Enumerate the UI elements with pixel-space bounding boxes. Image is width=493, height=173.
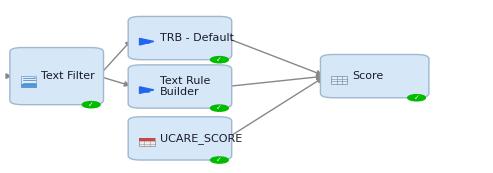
Text: Text Rule
Builder: Text Rule Builder <box>160 76 210 97</box>
Polygon shape <box>140 87 154 93</box>
Text: ✓: ✓ <box>216 157 222 163</box>
Text: Score: Score <box>352 71 383 81</box>
Circle shape <box>82 102 100 108</box>
FancyBboxPatch shape <box>139 89 144 90</box>
Polygon shape <box>140 38 154 45</box>
FancyBboxPatch shape <box>128 65 232 108</box>
FancyBboxPatch shape <box>145 91 150 93</box>
Text: ✓: ✓ <box>88 102 94 108</box>
FancyBboxPatch shape <box>145 42 150 44</box>
Circle shape <box>211 57 228 63</box>
Text: TRB - Default: TRB - Default <box>160 33 234 43</box>
FancyBboxPatch shape <box>139 138 155 141</box>
FancyBboxPatch shape <box>320 54 429 98</box>
FancyBboxPatch shape <box>139 40 144 42</box>
Text: ✓: ✓ <box>216 105 222 111</box>
FancyBboxPatch shape <box>21 76 36 84</box>
FancyBboxPatch shape <box>128 117 232 160</box>
FancyBboxPatch shape <box>139 91 144 93</box>
Text: ✓: ✓ <box>216 57 222 63</box>
FancyBboxPatch shape <box>128 16 232 60</box>
Text: Text Filter: Text Filter <box>41 71 95 81</box>
Circle shape <box>211 105 228 111</box>
FancyBboxPatch shape <box>145 40 150 42</box>
FancyBboxPatch shape <box>139 42 144 44</box>
FancyBboxPatch shape <box>331 76 347 84</box>
Polygon shape <box>33 76 36 78</box>
FancyBboxPatch shape <box>139 138 155 146</box>
FancyBboxPatch shape <box>145 89 150 90</box>
Text: UCARE_SCORE: UCARE_SCORE <box>160 133 242 144</box>
FancyBboxPatch shape <box>21 84 36 86</box>
FancyBboxPatch shape <box>10 48 104 105</box>
Circle shape <box>211 157 228 163</box>
Text: ✓: ✓ <box>414 95 420 101</box>
Circle shape <box>408 95 425 101</box>
